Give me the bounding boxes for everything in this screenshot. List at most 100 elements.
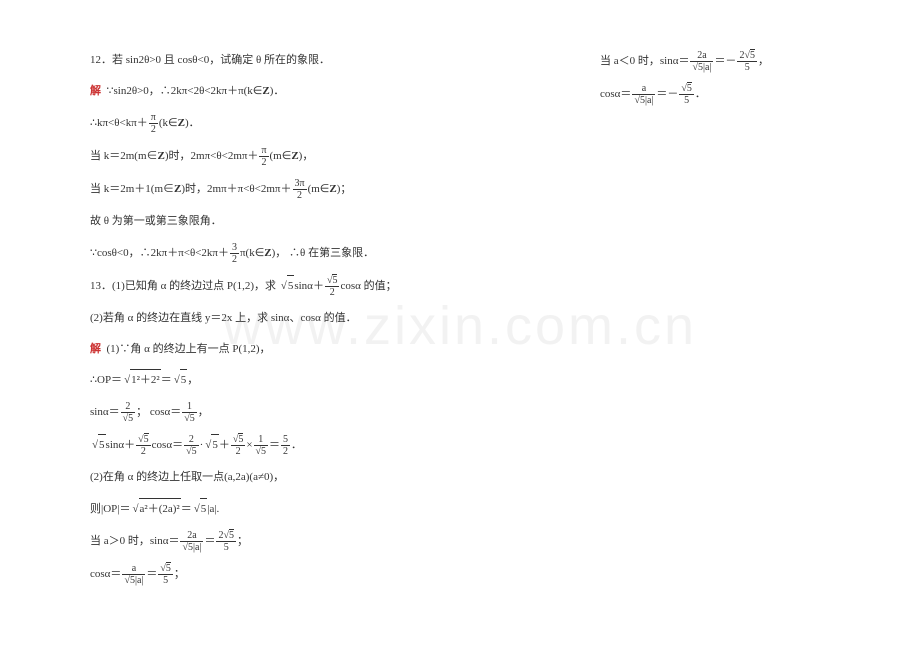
frac: π2 xyxy=(259,145,268,168)
t: (k∈ xyxy=(159,117,178,129)
t: Z xyxy=(158,150,165,162)
t: ， xyxy=(187,374,198,386)
q12-s6: ∵cosθ<0，∴2kπ＋π<θ<2kπ＋32π(k∈Z)， ∴θ 在第三象限． xyxy=(90,242,520,265)
frac: 52 xyxy=(281,434,290,457)
t: (m∈ xyxy=(270,150,292,162)
q12-s4: 当 k＝2m＋1(m∈Z)时，2mπ＋π<θ<2mπ＋3π2(m∈Z)； xyxy=(90,178,520,201)
q13-s5: (2)在角 α 的终边上任取一点(a,2a)(a≠0)， xyxy=(90,467,520,488)
right-column: 当 a＜0 时，sinα＝2a√5|a|＝－2√55， cosα＝a√5|a|＝… xyxy=(600,50,840,596)
frac: 2√5 xyxy=(184,434,199,457)
t: cosα 的值； xyxy=(340,280,396,292)
t: ＝－ xyxy=(714,55,736,67)
t: ＝－ xyxy=(656,88,678,100)
t: cosα＝ xyxy=(90,568,121,580)
t: ∴kπ<θ<kπ＋ xyxy=(90,117,148,129)
t: π(k∈ xyxy=(240,247,264,259)
sqrt-icon: 5 xyxy=(203,434,219,456)
t: ∵cosθ<0，∴2kπ＋π<θ<2kπ＋ xyxy=(90,247,229,259)
t: 则|OP|＝ xyxy=(90,503,130,515)
q12-s3: 当 k＝2m(m∈Z)时，2mπ<θ<2mπ＋π2(m∈Z)， xyxy=(90,145,520,168)
t: 当 k＝2m＋1(m∈ xyxy=(90,183,174,195)
q12-s1: 解 ∵sin2θ>0，∴2kπ<2θ<2kπ＋π(k∈Z)． xyxy=(90,81,520,102)
sqrt-icon: 5 xyxy=(90,434,106,456)
answer-label: 解 xyxy=(90,85,101,97)
t: |a|. xyxy=(207,503,219,515)
t: 当 a＞0 时，sinα＝ xyxy=(90,535,179,547)
q13-q1: 13．(1)已知角 α 的终边过点 P(1,2)，求 5sinα＋√52cosα… xyxy=(90,275,520,298)
q13-number: 13． xyxy=(90,280,112,292)
q13-s3: sinα＝2√5； cosα＝1√5， xyxy=(90,401,520,424)
t: sinα＋ xyxy=(106,439,136,451)
t: 当 k＝2m(m∈ xyxy=(90,150,158,162)
t: ； xyxy=(237,535,248,547)
t: ＋ xyxy=(219,439,230,451)
t: )时，2mπ<θ<2mπ＋ xyxy=(165,150,259,162)
frac: 2√55 xyxy=(737,50,757,73)
frac: √55 xyxy=(679,83,694,106)
t: ＝ xyxy=(146,568,157,580)
t: )； xyxy=(337,183,352,195)
q12-s2: ∴kπ<θ<kπ＋π2(k∈Z)． xyxy=(90,112,520,135)
t: )． xyxy=(270,85,285,97)
t: ＝ xyxy=(269,439,280,451)
frac: π2 xyxy=(149,112,158,135)
frac: 1√5 xyxy=(254,434,269,457)
t: ． xyxy=(291,439,302,451)
t: 当 a＜0 时，sinα＝ xyxy=(600,55,689,67)
t: Z xyxy=(178,117,185,129)
frac: 2√5 xyxy=(121,401,136,424)
t: )时，2mπ＋π<θ<2mπ＋ xyxy=(181,183,291,195)
t: (1)已知角 α 的终边过点 P(1,2)，求 xyxy=(112,280,279,292)
t: sinα＋ xyxy=(294,280,324,292)
t: Z xyxy=(264,247,271,259)
t: ∵sin2θ>0，∴2kπ<2θ<2kπ＋π(k∈ xyxy=(107,85,263,97)
q12-s5: 故 θ 为第一或第三象限角． xyxy=(90,211,520,232)
frac: √52 xyxy=(136,434,151,457)
q13-s9: 当 a＜0 时，sinα＝2a√5|a|＝－2√55， xyxy=(600,50,840,73)
sqrt-icon: 5 xyxy=(279,275,295,297)
t: ＝ xyxy=(181,503,192,515)
t: ， xyxy=(758,55,769,67)
frac: √52 xyxy=(231,434,246,457)
q12-text: 若 sin2θ>0 且 cosθ<0，试确定 θ 所在的象限． xyxy=(112,54,330,66)
t: )， xyxy=(299,150,314,162)
frac: 3π2 xyxy=(293,178,307,201)
q13-s8: cosα＝a√5|a|＝√55； xyxy=(90,563,520,586)
frac: 1√5 xyxy=(182,401,197,424)
t: ＝ xyxy=(161,374,172,386)
sqrt-icon: a²＋(2a)² xyxy=(130,498,180,520)
answer-label: 解 xyxy=(90,343,101,355)
left-column: 12．若 sin2θ>0 且 cosθ<0，试确定 θ 所在的象限． 解 ∵si… xyxy=(90,50,520,596)
t: Z xyxy=(291,150,298,162)
frac: 2a√5|a| xyxy=(180,530,203,553)
t: )， ∴θ 在第三象限． xyxy=(272,247,374,259)
t: × xyxy=(246,439,252,451)
q13-s2: ∴OP＝1²＋2²＝5， xyxy=(90,369,520,391)
frac: 2√55 xyxy=(216,530,236,553)
q12-question: 12．若 sin2θ>0 且 cosθ<0，试确定 θ 所在的象限． xyxy=(90,50,520,71)
q13-s7: 当 a＞0 时，sinα＝2a√5|a|＝2√55； xyxy=(90,530,520,553)
t: ＝ xyxy=(204,535,215,547)
t: ； xyxy=(174,568,185,580)
frac: a√5|a| xyxy=(122,563,145,586)
sqrt-icon: 1²＋2² xyxy=(122,369,161,391)
t: ． xyxy=(695,88,706,100)
q13-s6: 则|OP|＝a²＋(2a)²＝5|a|. xyxy=(90,498,520,520)
q13-q2: (2)若角 α 的终边在直线 y＝2x 上，求 sinα、cosα 的值． xyxy=(90,308,520,329)
q13-s1: 解 (1)∵角 α 的终边上有一点 P(1,2)， xyxy=(90,339,520,360)
frac: 2a√5|a| xyxy=(690,50,713,73)
t: Z xyxy=(329,183,336,195)
frac: √52 xyxy=(325,275,340,298)
t: Z xyxy=(262,85,269,97)
frac: √55 xyxy=(158,563,173,586)
sqrt-icon: 5 xyxy=(192,498,208,520)
frac: 32 xyxy=(230,242,239,265)
t: sinα＝ xyxy=(90,406,120,418)
t: (1)∵角 α 的终边上有一点 P(1,2)， xyxy=(107,343,271,355)
t: (m∈ xyxy=(308,183,330,195)
sqrt-icon: 5 xyxy=(172,369,188,391)
t: ； cosα＝ xyxy=(136,406,181,418)
q13-s10: cosα＝a√5|a|＝－√55． xyxy=(600,83,840,106)
page-content: 12．若 sin2θ>0 且 cosθ<0，试确定 θ 所在的象限． 解 ∵si… xyxy=(0,0,920,596)
q13-s4: 5sinα＋√52cosα＝2√5·5＋√52×1√5＝52． xyxy=(90,434,520,457)
